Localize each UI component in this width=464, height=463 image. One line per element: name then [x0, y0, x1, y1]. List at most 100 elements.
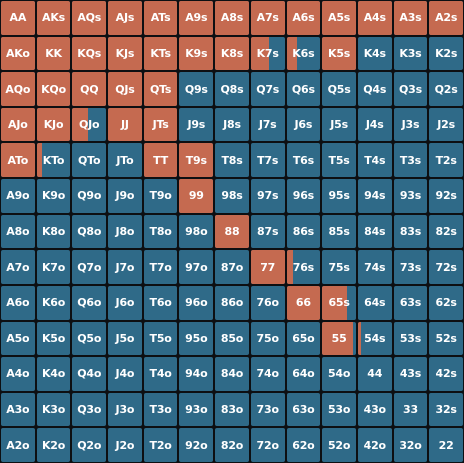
hand-cell-AKo[interactable]: AKo — [1, 36, 35, 71]
hand-cell-77[interactable]: 77 — [250, 250, 285, 284]
hand-cell-T7s[interactable]: T7s — [250, 143, 285, 178]
hand-cell-43o[interactable]: 43o — [357, 392, 392, 427]
hand-cell-Q8s[interactable]: Q8s — [215, 72, 249, 106]
hand-cell-T6o[interactable]: T6o — [143, 285, 178, 320]
hand-cell-A5s[interactable]: A5s — [322, 1, 356, 35]
hand-cell-T2o[interactable]: T2o — [143, 428, 178, 462]
hand-cell-AKs[interactable]: AKs — [36, 1, 71, 35]
hand-cell-K2o[interactable]: K2o — [36, 428, 71, 462]
hand-cell-QJo[interactable]: QJo — [72, 107, 107, 142]
hand-cell-63o[interactable]: 63o — [286, 392, 321, 427]
hand-cell-A9o[interactable]: A9o — [1, 179, 35, 213]
hand-cell-96o[interactable]: 96o — [179, 285, 214, 320]
hand-cell-K9o[interactable]: K9o — [36, 179, 71, 213]
hand-cell-75s[interactable]: 75s — [322, 250, 356, 284]
hand-cell-QTo[interactable]: QTo — [72, 143, 107, 178]
hand-cell-T5s[interactable]: T5s — [322, 143, 356, 178]
hand-cell-ATo[interactable]: ATo — [1, 143, 35, 178]
hand-cell-73s[interactable]: 73s — [393, 250, 428, 284]
hand-cell-T3s[interactable]: T3s — [393, 143, 428, 178]
hand-cell-Q7s[interactable]: Q7s — [250, 72, 285, 106]
hand-cell-Q2s[interactable]: Q2s — [429, 72, 463, 106]
hand-cell-AQo[interactable]: AQo — [1, 72, 35, 106]
hand-cell-A8s[interactable]: A8s — [215, 1, 249, 35]
hand-cell-54o[interactable]: 54o — [322, 357, 356, 391]
hand-cell-Q5o[interactable]: Q5o — [72, 321, 107, 356]
hand-cell-T4s[interactable]: T4s — [357, 143, 392, 178]
hand-cell-A2o[interactable]: A2o — [1, 428, 35, 462]
hand-cell-82o[interactable]: 82o — [215, 428, 249, 462]
hand-cell-KQs[interactable]: KQs — [72, 36, 107, 71]
hand-cell-76o[interactable]: 76o — [250, 285, 285, 320]
hand-cell-Q4s[interactable]: Q4s — [357, 72, 392, 106]
hand-cell-65o[interactable]: 65o — [286, 321, 321, 356]
hand-cell-K4s[interactable]: K4s — [357, 36, 392, 71]
hand-cell-99[interactable]: 99 — [179, 179, 214, 213]
hand-cell-K2s[interactable]: K2s — [429, 36, 463, 71]
hand-cell-Q3o[interactable]: Q3o — [72, 392, 107, 427]
hand-cell-J9o[interactable]: J9o — [108, 179, 142, 213]
hand-cell-T8s[interactable]: T8s — [215, 143, 249, 178]
hand-cell-J8o[interactable]: J8o — [108, 214, 142, 249]
hand-cell-AQs[interactable]: AQs — [72, 1, 107, 35]
hand-cell-K4o[interactable]: K4o — [36, 357, 71, 391]
hand-cell-74s[interactable]: 74s — [357, 250, 392, 284]
hand-cell-55[interactable]: 55 — [322, 321, 356, 356]
hand-cell-65s[interactable]: 65s — [322, 285, 356, 320]
hand-cell-53s[interactable]: 53s — [393, 321, 428, 356]
hand-cell-74o[interactable]: 74o — [250, 357, 285, 391]
hand-cell-62s[interactable]: 62s — [429, 285, 463, 320]
hand-cell-A6o[interactable]: A6o — [1, 285, 35, 320]
hand-cell-A2s[interactable]: A2s — [429, 1, 463, 35]
hand-cell-64o[interactable]: 64o — [286, 357, 321, 391]
hand-cell-52s[interactable]: 52s — [429, 321, 463, 356]
hand-cell-KJs[interactable]: KJs — [108, 36, 142, 71]
hand-cell-64s[interactable]: 64s — [357, 285, 392, 320]
hand-cell-83s[interactable]: 83s — [393, 214, 428, 249]
hand-cell-K7s[interactable]: K7s — [250, 36, 285, 71]
hand-cell-J2o[interactable]: J2o — [108, 428, 142, 462]
hand-cell-Q3s[interactable]: Q3s — [393, 72, 428, 106]
hand-cell-TT[interactable]: TT — [143, 143, 178, 178]
hand-cell-K5s[interactable]: K5s — [322, 36, 356, 71]
hand-cell-T5o[interactable]: T5o — [143, 321, 178, 356]
hand-cell-J5s[interactable]: J5s — [322, 107, 356, 142]
hand-cell-66[interactable]: 66 — [286, 285, 321, 320]
hand-cell-T2s[interactable]: T2s — [429, 143, 463, 178]
hand-cell-T8o[interactable]: T8o — [143, 214, 178, 249]
hand-cell-QJs[interactable]: QJs — [108, 72, 142, 106]
hand-cell-53o[interactable]: 53o — [322, 392, 356, 427]
hand-cell-62o[interactable]: 62o — [286, 428, 321, 462]
hand-cell-QQ[interactable]: QQ — [72, 72, 107, 106]
hand-cell-42s[interactable]: 42s — [429, 357, 463, 391]
hand-cell-Q5s[interactable]: Q5s — [322, 72, 356, 106]
hand-cell-J5o[interactable]: J5o — [108, 321, 142, 356]
hand-cell-86o[interactable]: 86o — [215, 285, 249, 320]
hand-cell-K3o[interactable]: K3o — [36, 392, 71, 427]
hand-cell-44[interactable]: 44 — [357, 357, 392, 391]
hand-cell-A8o[interactable]: A8o — [1, 214, 35, 249]
hand-cell-54s[interactable]: 54s — [357, 321, 392, 356]
hand-cell-T9s[interactable]: T9s — [179, 143, 214, 178]
hand-cell-87s[interactable]: 87s — [250, 214, 285, 249]
hand-cell-Q9o[interactable]: Q9o — [72, 179, 107, 213]
hand-cell-JTs[interactable]: JTs — [143, 107, 178, 142]
hand-cell-T4o[interactable]: T4o — [143, 357, 178, 391]
hand-cell-98o[interactable]: 98o — [179, 214, 214, 249]
hand-cell-84o[interactable]: 84o — [215, 357, 249, 391]
hand-cell-22[interactable]: 22 — [429, 428, 463, 462]
hand-cell-J8s[interactable]: J8s — [215, 107, 249, 142]
hand-cell-T6s[interactable]: T6s — [286, 143, 321, 178]
hand-cell-98s[interactable]: 98s — [215, 179, 249, 213]
hand-cell-ATs[interactable]: ATs — [143, 1, 178, 35]
hand-cell-32o[interactable]: 32o — [393, 428, 428, 462]
hand-cell-95o[interactable]: 95o — [179, 321, 214, 356]
hand-cell-J3o[interactable]: J3o — [108, 392, 142, 427]
hand-cell-72s[interactable]: 72s — [429, 250, 463, 284]
hand-cell-AJs[interactable]: AJs — [108, 1, 142, 35]
hand-cell-A3o[interactable]: A3o — [1, 392, 35, 427]
hand-cell-KTs[interactable]: KTs — [143, 36, 178, 71]
hand-cell-73o[interactable]: 73o — [250, 392, 285, 427]
hand-cell-87o[interactable]: 87o — [215, 250, 249, 284]
hand-cell-52o[interactable]: 52o — [322, 428, 356, 462]
